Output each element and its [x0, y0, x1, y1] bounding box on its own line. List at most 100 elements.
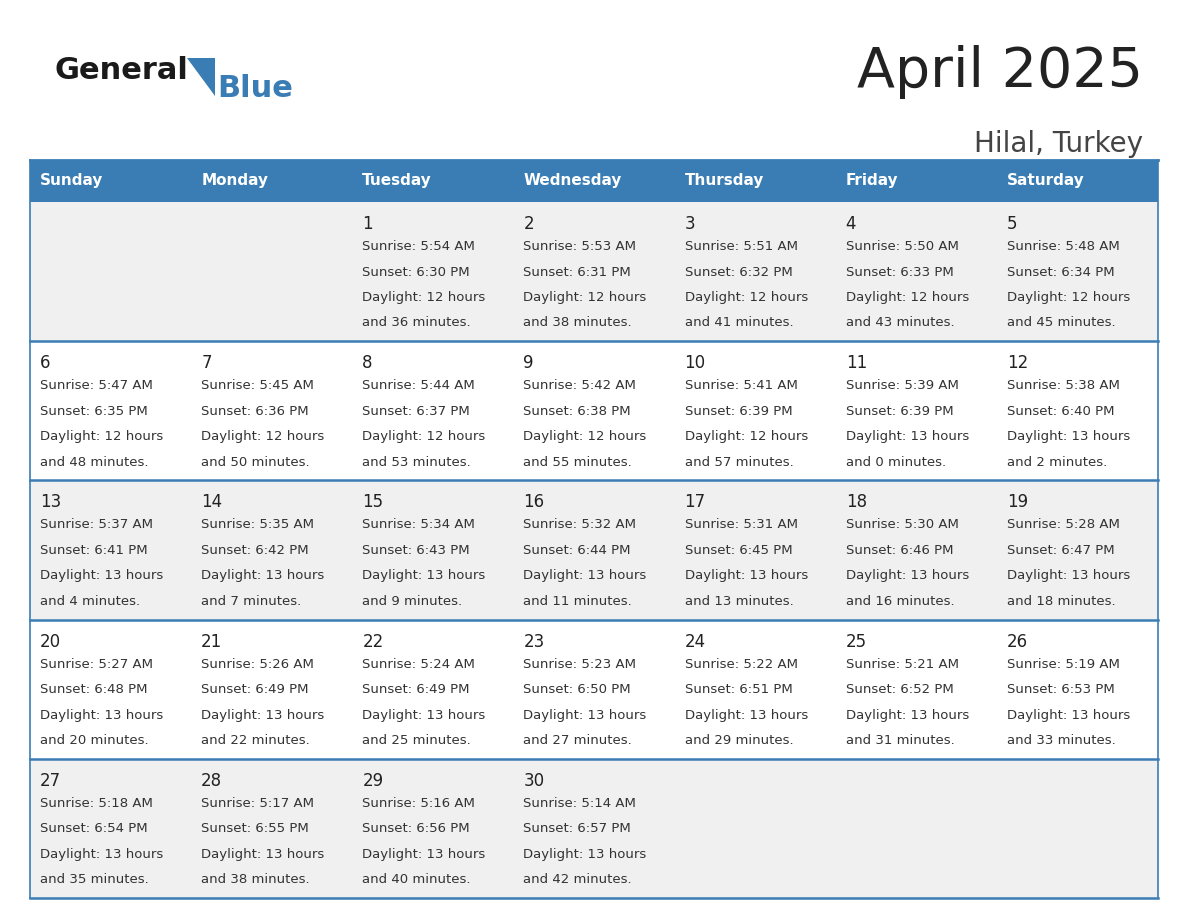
Text: 18: 18 — [846, 493, 867, 511]
Text: 29: 29 — [362, 772, 384, 789]
Text: and 40 minutes.: and 40 minutes. — [362, 873, 470, 886]
Text: Sunset: 6:55 PM: Sunset: 6:55 PM — [201, 823, 309, 835]
Bar — [835, 480, 997, 620]
Bar — [30, 480, 191, 620]
Text: 27: 27 — [40, 772, 61, 789]
Text: Daylight: 13 hours: Daylight: 13 hours — [201, 848, 324, 861]
Text: 12: 12 — [1007, 354, 1028, 372]
Text: and 35 minutes.: and 35 minutes. — [40, 873, 148, 886]
Bar — [30, 759, 191, 898]
Text: and 20 minutes.: and 20 minutes. — [40, 734, 148, 747]
Text: 4: 4 — [846, 215, 857, 233]
Text: 28: 28 — [201, 772, 222, 789]
Text: 6: 6 — [40, 354, 51, 372]
Bar — [675, 759, 835, 898]
Text: and 57 minutes.: and 57 minutes. — [684, 455, 794, 469]
Bar — [30, 202, 191, 341]
Text: Daylight: 13 hours: Daylight: 13 hours — [40, 709, 163, 722]
Text: Sunset: 6:39 PM: Sunset: 6:39 PM — [684, 405, 792, 418]
Bar — [30, 620, 191, 759]
Text: Sunset: 6:49 PM: Sunset: 6:49 PM — [201, 683, 309, 696]
Text: and 55 minutes.: and 55 minutes. — [524, 455, 632, 469]
Bar — [997, 480, 1158, 620]
Text: and 31 minutes.: and 31 minutes. — [846, 734, 954, 747]
Bar — [513, 160, 675, 202]
Bar — [353, 620, 513, 759]
Text: Sunset: 6:43 PM: Sunset: 6:43 PM — [362, 543, 470, 557]
Text: 16: 16 — [524, 493, 544, 511]
Text: Daylight: 12 hours: Daylight: 12 hours — [362, 291, 486, 304]
Text: Sunrise: 5:47 AM: Sunrise: 5:47 AM — [40, 379, 153, 392]
Text: 2: 2 — [524, 215, 535, 233]
Bar — [675, 341, 835, 480]
Bar — [835, 620, 997, 759]
Text: Daylight: 13 hours: Daylight: 13 hours — [201, 569, 324, 582]
Bar — [513, 341, 675, 480]
Text: and 25 minutes.: and 25 minutes. — [362, 734, 470, 747]
Text: Sunrise: 5:39 AM: Sunrise: 5:39 AM — [846, 379, 959, 392]
Text: Sunrise: 5:45 AM: Sunrise: 5:45 AM — [201, 379, 314, 392]
Text: 23: 23 — [524, 633, 544, 651]
Text: Sunset: 6:44 PM: Sunset: 6:44 PM — [524, 543, 631, 557]
Text: and 2 minutes.: and 2 minutes. — [1007, 455, 1107, 469]
Text: 5: 5 — [1007, 215, 1017, 233]
Text: Sunrise: 5:32 AM: Sunrise: 5:32 AM — [524, 519, 637, 532]
Text: Sunset: 6:56 PM: Sunset: 6:56 PM — [362, 823, 470, 835]
Text: Sunrise: 5:41 AM: Sunrise: 5:41 AM — [684, 379, 797, 392]
Text: Sunset: 6:45 PM: Sunset: 6:45 PM — [684, 543, 792, 557]
Text: 20: 20 — [40, 633, 61, 651]
Text: Sunrise: 5:51 AM: Sunrise: 5:51 AM — [684, 240, 797, 253]
Text: Sunset: 6:46 PM: Sunset: 6:46 PM — [846, 543, 953, 557]
Text: Sunset: 6:49 PM: Sunset: 6:49 PM — [362, 683, 469, 696]
Text: Blue: Blue — [217, 74, 293, 103]
Text: Daylight: 12 hours: Daylight: 12 hours — [40, 431, 163, 443]
Text: Daylight: 13 hours: Daylight: 13 hours — [362, 709, 486, 722]
Text: Sunset: 6:47 PM: Sunset: 6:47 PM — [1007, 543, 1114, 557]
Text: General: General — [55, 56, 189, 85]
Text: Sunrise: 5:22 AM: Sunrise: 5:22 AM — [684, 657, 797, 671]
Text: Sunset: 6:42 PM: Sunset: 6:42 PM — [201, 543, 309, 557]
Text: Sunrise: 5:18 AM: Sunrise: 5:18 AM — [40, 797, 153, 810]
Text: Sunrise: 5:24 AM: Sunrise: 5:24 AM — [362, 657, 475, 671]
Text: Daylight: 13 hours: Daylight: 13 hours — [40, 569, 163, 582]
Text: and 43 minutes.: and 43 minutes. — [846, 317, 954, 330]
Text: Sunrise: 5:54 AM: Sunrise: 5:54 AM — [362, 240, 475, 253]
Text: Daylight: 13 hours: Daylight: 13 hours — [684, 709, 808, 722]
Polygon shape — [187, 58, 215, 96]
Text: Sunset: 6:36 PM: Sunset: 6:36 PM — [201, 405, 309, 418]
Bar — [513, 759, 675, 898]
Text: Sunset: 6:34 PM: Sunset: 6:34 PM — [1007, 265, 1114, 278]
Bar — [30, 160, 191, 202]
Text: Sunset: 6:54 PM: Sunset: 6:54 PM — [40, 823, 147, 835]
Text: Daylight: 13 hours: Daylight: 13 hours — [362, 569, 486, 582]
Bar — [353, 160, 513, 202]
Text: Thursday: Thursday — [684, 174, 764, 188]
Text: Sunset: 6:39 PM: Sunset: 6:39 PM — [846, 405, 953, 418]
Text: Sunset: 6:32 PM: Sunset: 6:32 PM — [684, 265, 792, 278]
Text: Daylight: 12 hours: Daylight: 12 hours — [524, 291, 646, 304]
Text: Daylight: 13 hours: Daylight: 13 hours — [846, 709, 969, 722]
Text: Tuesday: Tuesday — [362, 174, 432, 188]
Text: Sunrise: 5:44 AM: Sunrise: 5:44 AM — [362, 379, 475, 392]
Text: Daylight: 12 hours: Daylight: 12 hours — [201, 431, 324, 443]
Text: Sunset: 6:30 PM: Sunset: 6:30 PM — [362, 265, 470, 278]
Text: Daylight: 13 hours: Daylight: 13 hours — [524, 848, 646, 861]
Text: Daylight: 12 hours: Daylight: 12 hours — [684, 431, 808, 443]
Text: Daylight: 12 hours: Daylight: 12 hours — [684, 291, 808, 304]
Bar — [675, 160, 835, 202]
Text: Sunset: 6:53 PM: Sunset: 6:53 PM — [1007, 683, 1114, 696]
Text: 15: 15 — [362, 493, 384, 511]
Text: and 22 minutes.: and 22 minutes. — [201, 734, 310, 747]
Text: and 53 minutes.: and 53 minutes. — [362, 455, 470, 469]
Text: and 50 minutes.: and 50 minutes. — [201, 455, 310, 469]
Text: Sunrise: 5:30 AM: Sunrise: 5:30 AM — [846, 519, 959, 532]
Text: Monday: Monday — [201, 174, 268, 188]
Text: Sunrise: 5:34 AM: Sunrise: 5:34 AM — [362, 519, 475, 532]
Text: Wednesday: Wednesday — [524, 174, 621, 188]
Text: and 7 minutes.: and 7 minutes. — [201, 595, 302, 608]
Text: and 36 minutes.: and 36 minutes. — [362, 317, 470, 330]
Bar — [191, 202, 353, 341]
Text: and 29 minutes.: and 29 minutes. — [684, 734, 794, 747]
Text: 10: 10 — [684, 354, 706, 372]
Bar — [997, 160, 1158, 202]
